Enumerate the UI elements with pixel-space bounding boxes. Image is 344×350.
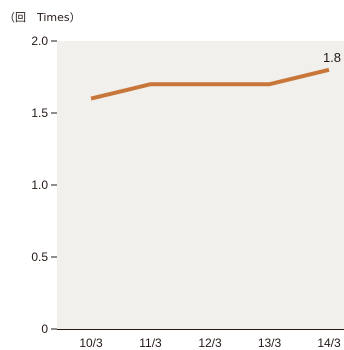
x-tick-label: 13/3: [258, 336, 282, 350]
y-tick-label: 1.5: [31, 106, 48, 120]
y-axis-unit-label: （回 Times）: [4, 11, 81, 24]
x-axis-ticks: 10/3 11/3 12/3 13/3 14/3: [79, 336, 341, 350]
y-tick-label: 1.0: [31, 178, 48, 192]
x-tick-label: 14/3: [317, 336, 341, 350]
series-layer: [90, 67, 330, 101]
x-tick-label: 10/3: [79, 336, 103, 350]
data-label: 1.8: [323, 50, 341, 65]
x-tick-label: 11/3: [139, 336, 162, 350]
y-tick-label: 2.0: [31, 34, 48, 48]
y-tick-label: 0.5: [31, 250, 48, 264]
x-tick-label: 12/3: [198, 336, 222, 350]
series-line: [90, 67, 330, 101]
plot-background: [57, 41, 344, 329]
y-tick-label: 0: [41, 322, 48, 336]
data-labels: 1.8: [323, 50, 341, 65]
y-axis-ticks: 0 0.5 1.0 1.5 2.0: [31, 34, 57, 336]
